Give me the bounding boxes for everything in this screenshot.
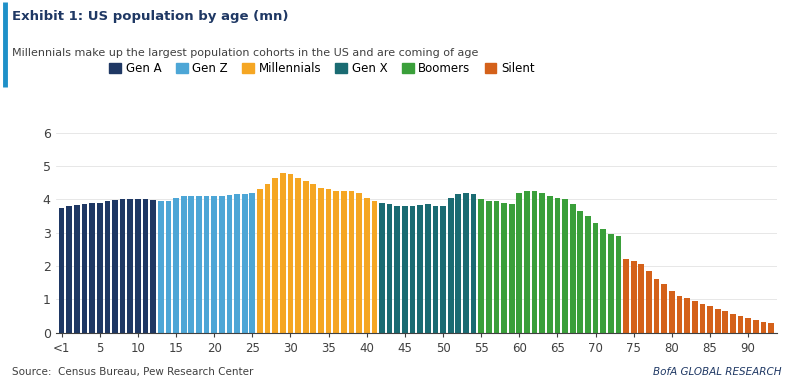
Bar [577, 211, 583, 333]
Bar [463, 193, 469, 333]
Bar [646, 271, 652, 333]
Bar [760, 322, 766, 333]
Bar [753, 320, 759, 333]
Bar [196, 196, 201, 333]
Bar [722, 311, 728, 333]
Bar [562, 199, 568, 333]
Bar [714, 310, 721, 333]
Bar [356, 193, 362, 333]
Bar [326, 190, 331, 333]
Bar [333, 191, 339, 333]
Bar [280, 173, 285, 333]
Text: Millennials make up the largest population cohorts in the US and are coming of a: Millennials make up the largest populati… [12, 48, 478, 58]
Bar [318, 188, 324, 333]
Bar [112, 200, 118, 333]
Bar [699, 305, 705, 333]
Bar [143, 199, 148, 333]
Legend: Gen A, Gen Z, Millennials, Gen X, Boomers, Silent: Gen A, Gen Z, Millennials, Gen X, Boomer… [105, 57, 539, 79]
Bar [341, 191, 347, 333]
Bar [364, 198, 370, 333]
Bar [631, 261, 637, 333]
Bar [166, 201, 171, 333]
Bar [410, 206, 416, 333]
Bar [128, 199, 133, 333]
Bar [471, 194, 477, 333]
Bar [97, 203, 102, 333]
Bar [303, 181, 308, 333]
Bar [189, 196, 194, 333]
Bar [74, 205, 80, 333]
Bar [158, 201, 163, 333]
Bar [295, 178, 301, 333]
Bar [455, 194, 462, 333]
Bar [219, 196, 224, 333]
Bar [653, 279, 660, 333]
Bar [211, 196, 217, 333]
Bar [669, 291, 675, 333]
Bar [623, 259, 629, 333]
Bar [501, 203, 507, 333]
Bar [768, 324, 774, 333]
Bar [554, 198, 561, 333]
Bar [478, 199, 484, 333]
Bar [204, 196, 209, 333]
Bar [615, 236, 622, 333]
Bar [440, 206, 446, 333]
Bar [272, 178, 278, 333]
Bar [120, 199, 125, 333]
Bar [493, 201, 500, 333]
Bar [425, 204, 431, 333]
Bar [135, 199, 140, 333]
Bar [661, 284, 667, 333]
Bar [600, 229, 606, 333]
Bar [707, 306, 713, 333]
Bar [730, 315, 736, 333]
Bar [82, 204, 87, 333]
Bar [417, 205, 423, 333]
Bar [547, 196, 553, 333]
Bar [570, 204, 576, 333]
Bar [608, 235, 614, 333]
Bar [234, 194, 240, 333]
Bar [250, 193, 255, 333]
Bar [676, 296, 682, 333]
Bar [486, 201, 492, 333]
Bar [394, 206, 400, 333]
Bar [432, 206, 439, 333]
Bar [242, 194, 247, 333]
Bar [105, 201, 110, 333]
Bar [516, 193, 522, 333]
Bar [257, 190, 262, 333]
Bar [151, 200, 156, 333]
Bar [402, 206, 408, 333]
Bar [531, 191, 538, 333]
Bar [387, 204, 393, 333]
Bar [448, 198, 454, 333]
Text: Source:  Census Bureau, Pew Research Center: Source: Census Bureau, Pew Research Cent… [12, 367, 253, 377]
Bar [684, 298, 690, 333]
Text: BofA GLOBAL RESEARCH: BofA GLOBAL RESEARCH [653, 367, 781, 377]
Bar [539, 193, 545, 333]
Bar [371, 201, 377, 333]
Bar [349, 191, 354, 333]
Bar [288, 175, 293, 333]
Text: Exhibit 1: US population by age (mn): Exhibit 1: US population by age (mn) [12, 10, 289, 23]
Bar [509, 204, 515, 333]
Bar [524, 191, 530, 333]
Bar [90, 203, 95, 333]
Bar [737, 316, 743, 333]
Bar [592, 223, 599, 333]
Bar [173, 198, 179, 333]
Bar [227, 195, 232, 333]
Bar [638, 264, 644, 333]
Bar [311, 185, 316, 333]
Bar [745, 318, 751, 333]
Bar [265, 185, 270, 333]
Bar [379, 203, 385, 333]
Bar [59, 208, 64, 333]
Bar [181, 196, 186, 333]
Bar [692, 301, 698, 333]
Bar [585, 216, 591, 333]
Bar [67, 206, 72, 333]
